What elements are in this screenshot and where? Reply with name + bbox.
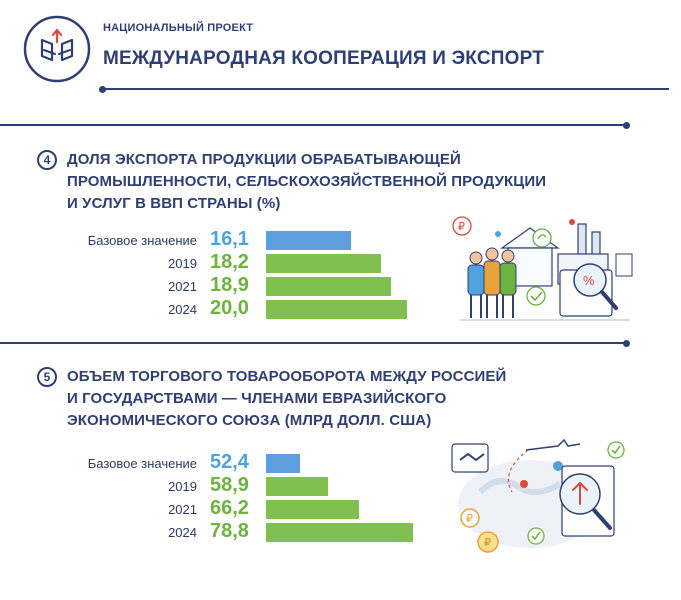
export-growth-illustration: ₽ % xyxy=(452,216,633,321)
section-title-line: ЭКОНОМИЧЕСКОГО СОЮЗА (МЛРД ДОЛЛ. США) xyxy=(67,412,432,429)
bar xyxy=(266,231,352,250)
section-number-badge: 4 xyxy=(37,150,57,170)
section-divider-dot xyxy=(623,121,630,129)
bar xyxy=(266,277,392,296)
row-label: 2019 xyxy=(168,256,197,271)
svg-text:₽: ₽ xyxy=(458,221,465,233)
section-title: ОБЪЕМ ТОРГОВОГО ТОВАРООБОРОТА МЕЖДУ РОСС… xyxy=(67,366,506,432)
row-label: 2024 xyxy=(168,525,197,540)
row-label: Базовое значение xyxy=(87,456,197,471)
data-label: 52,4 xyxy=(210,451,249,473)
section-title-line: И УСЛУГ В ВВП СТРАНЫ (%) xyxy=(67,195,281,212)
section-title-line: ОБЪЕМ ТОРГОВОГО ТОВАРООБОРОТА МЕЖДУ РОСС… xyxy=(67,368,507,385)
bar xyxy=(266,454,300,473)
bar xyxy=(266,300,407,319)
section-number-badge: 5 xyxy=(37,367,57,387)
trade-turnover-illustration: ₽ ₽ xyxy=(451,438,625,553)
section-divider xyxy=(0,342,626,344)
row-label: Базовое значение xyxy=(87,233,197,248)
svg-text:₽: ₽ xyxy=(484,537,491,549)
section-title-line: ДОЛЯ ЭКСПОРТА ПРОДУКЦИИ ОБРАБАТЫВАЮЩЕЙ xyxy=(67,151,461,168)
section-title: ДОЛЯ ЭКСПОРТА ПРОДУКЦИИ ОБРАБАТЫВАЮЩЕЙ П… xyxy=(67,149,546,215)
header-divider xyxy=(103,88,669,90)
section-title-line: ПРОМЫШЛЕННОСТИ, СЕЛЬСКОХОЗЯЙСТВЕННОЙ ПРО… xyxy=(67,173,547,190)
row-label: 2024 xyxy=(168,302,197,317)
data-label: 18,9 xyxy=(210,274,249,296)
data-label: 16,1 xyxy=(210,228,249,250)
section-divider-dot xyxy=(623,339,630,347)
national-project-logo xyxy=(23,15,91,83)
data-label: 20,0 xyxy=(210,297,249,319)
row-label: 2021 xyxy=(168,279,197,294)
header-divider-dot xyxy=(99,85,106,93)
section-divider xyxy=(0,124,626,126)
row-label: 2019 xyxy=(168,479,197,494)
section-title-line: И ГОСУДАРСТВАМИ — ЧЛЕНАМИ ЕВРАЗИЙСКОГО xyxy=(67,390,447,407)
bar xyxy=(266,477,328,496)
data-label: 18,2 xyxy=(210,251,249,273)
bar xyxy=(266,523,413,542)
svg-text:₽: ₽ xyxy=(466,513,473,525)
data-label: 66,2 xyxy=(210,497,249,519)
bar xyxy=(266,500,359,519)
bar xyxy=(266,254,382,273)
svg-text:%: % xyxy=(583,273,595,288)
data-label: 58,9 xyxy=(210,474,249,496)
project-kicker: НАЦИОНАЛЬНЫЙ ПРОЕКТ xyxy=(103,22,254,34)
row-label: 2021 xyxy=(168,502,197,517)
data-label: 78,8 xyxy=(210,520,249,542)
project-title: МЕЖДУНАРОДНАЯ КООПЕРАЦИЯ И ЭКСПОРТ xyxy=(103,48,545,69)
